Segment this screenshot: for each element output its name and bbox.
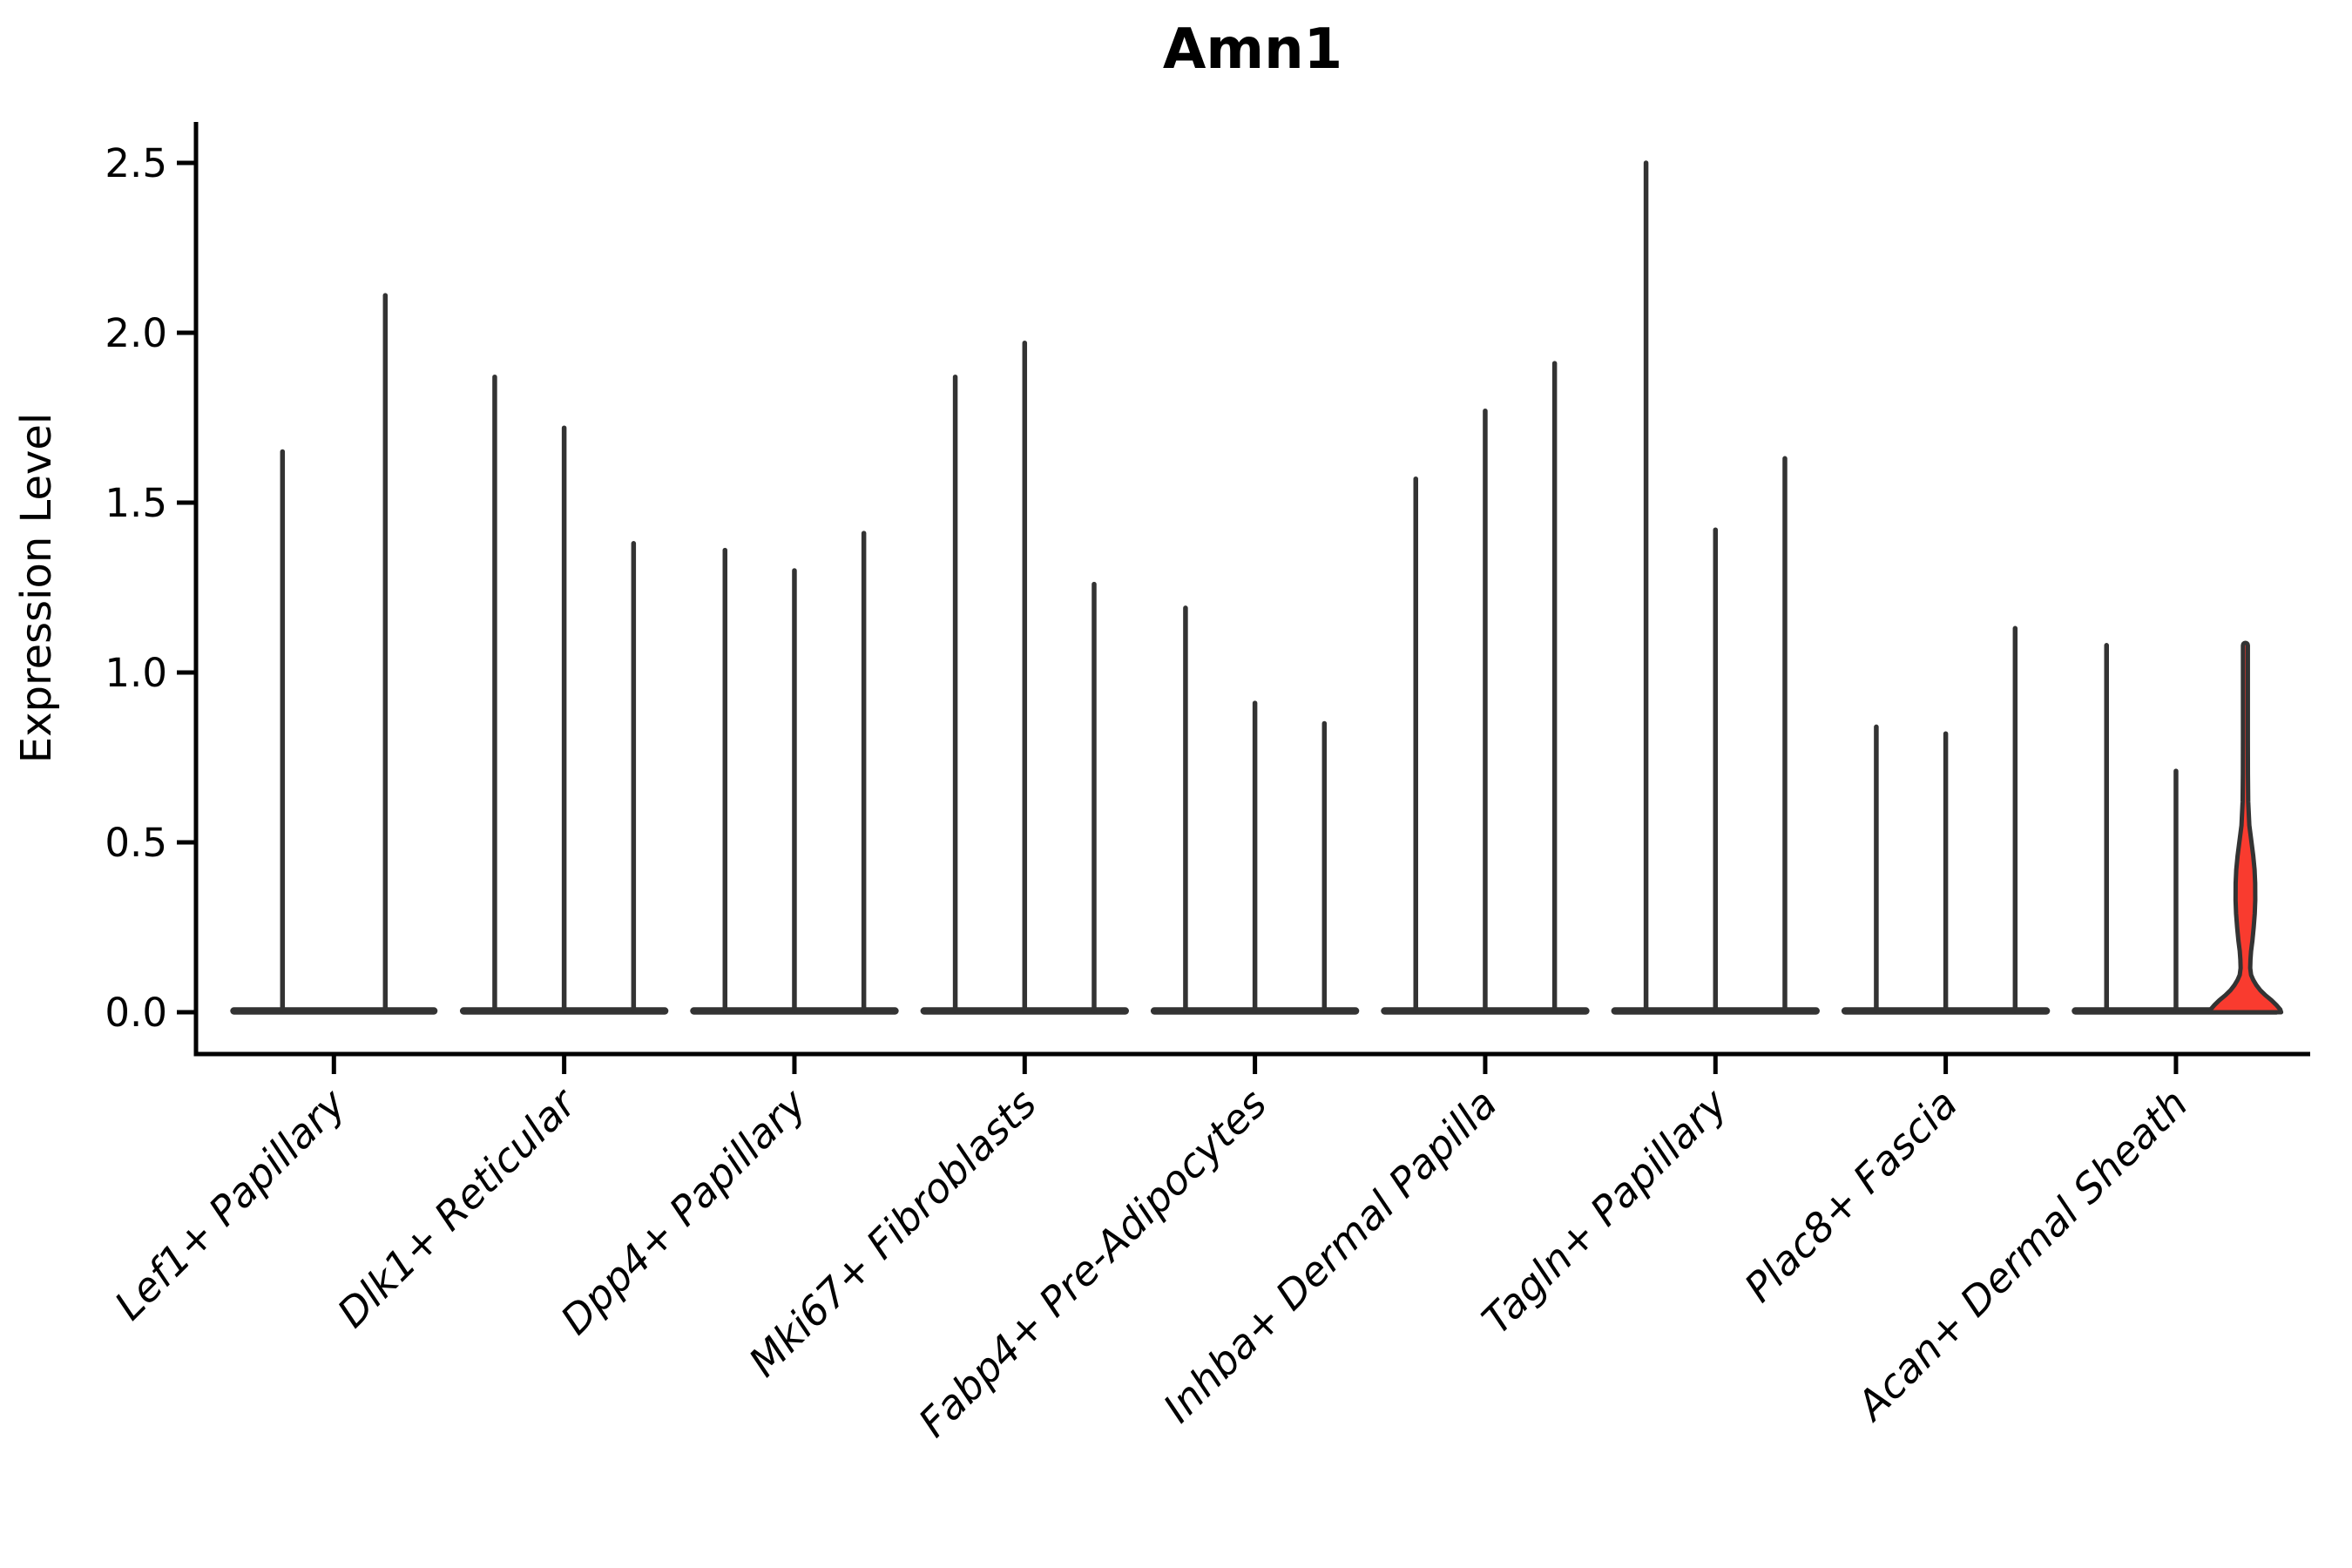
highlighted-violin (2207, 640, 2284, 1015)
y-tick-label: 1.0 (105, 650, 167, 696)
x-tick-label: Plac8+ Fascia (1735, 1080, 1966, 1311)
y-tick-label: 0.0 (105, 990, 167, 1036)
violin-group (459, 374, 669, 1015)
x-tick-label: Dlk1+ Reticular (328, 1078, 587, 1336)
y-tick-label: 2.5 (105, 140, 167, 186)
y-tick-label: 1.5 (105, 480, 167, 526)
x-tick-label: Tagln+ Papillary (1473, 1079, 1737, 1343)
violin-group (1150, 605, 1360, 1015)
violins-layer (230, 160, 2284, 1015)
violin-group (2072, 640, 2284, 1015)
x-tick-label: Dpp4+ Papillary (551, 1079, 815, 1343)
violin-group (920, 340, 1129, 1015)
violin-group (690, 531, 899, 1015)
y-tick-label: 2.0 (105, 310, 167, 356)
violin-baseline-bar (230, 1007, 438, 1015)
y-axis-label: Expression Level (12, 413, 61, 764)
chart-title: Amn1 (1163, 17, 1342, 82)
violin-group (1611, 160, 1820, 1015)
violin-group (1841, 625, 2051, 1015)
violin-group (1381, 361, 1590, 1015)
y-tick-label: 0.5 (105, 820, 167, 866)
violin-group (230, 293, 438, 1015)
x-tick-label: Lef1+ Papillary (105, 1079, 355, 1328)
